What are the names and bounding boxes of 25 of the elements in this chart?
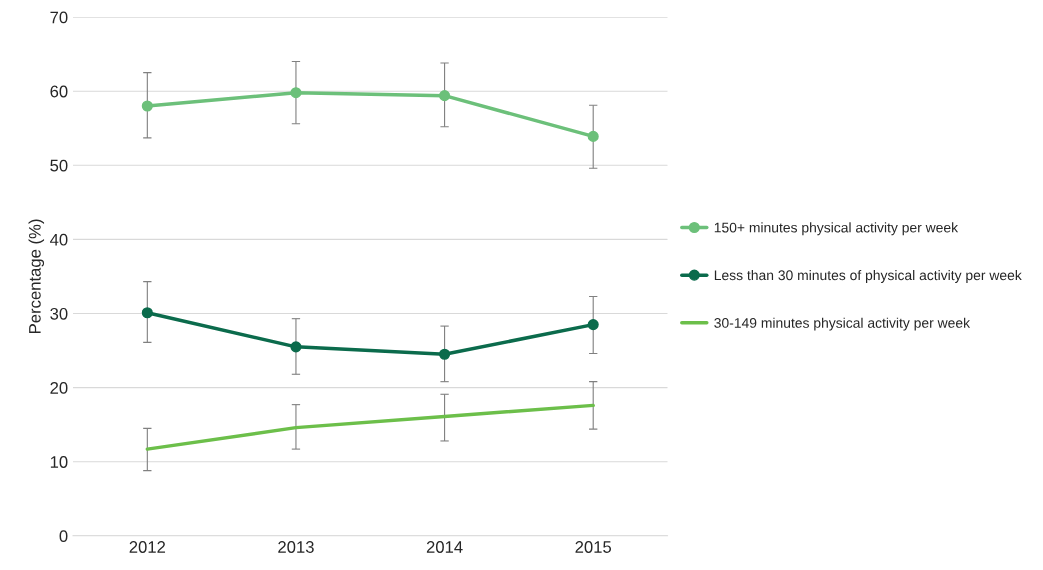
x-tick-label: 2013: [278, 541, 314, 553]
y-tick-label: 50: [50, 159, 68, 172]
point: [141, 100, 153, 112]
y-axis-title: Percentage (%): [28, 219, 45, 333]
y-tick-label: 40: [50, 233, 68, 246]
x-tick-label: 2015: [575, 541, 612, 553]
y-tick-label: 70: [50, 11, 68, 24]
y-tick-label: 60: [50, 85, 68, 98]
x-tick-label: 2014: [426, 541, 463, 553]
point: [290, 87, 302, 99]
legend-label: Less than 30 minutes of physical activity per week: [714, 269, 1022, 283]
y-tick-label: 30: [50, 307, 68, 320]
point: [587, 130, 599, 142]
x-tick-label: 2012: [129, 541, 166, 553]
point: [439, 90, 451, 102]
y-tick-label: 20: [50, 382, 68, 394]
point: [439, 348, 451, 360]
point: [587, 319, 599, 331]
point: [141, 307, 153, 319]
line-series: [145, 403, 595, 451]
legend-label: 150+ minutes physical activity per week: [714, 222, 959, 236]
y-tick-label: 0: [59, 530, 68, 542]
y-tick-label: 10: [50, 456, 68, 468]
point: [290, 341, 302, 353]
legend-label: 30-149 minutes physical activity per week: [714, 317, 971, 331]
